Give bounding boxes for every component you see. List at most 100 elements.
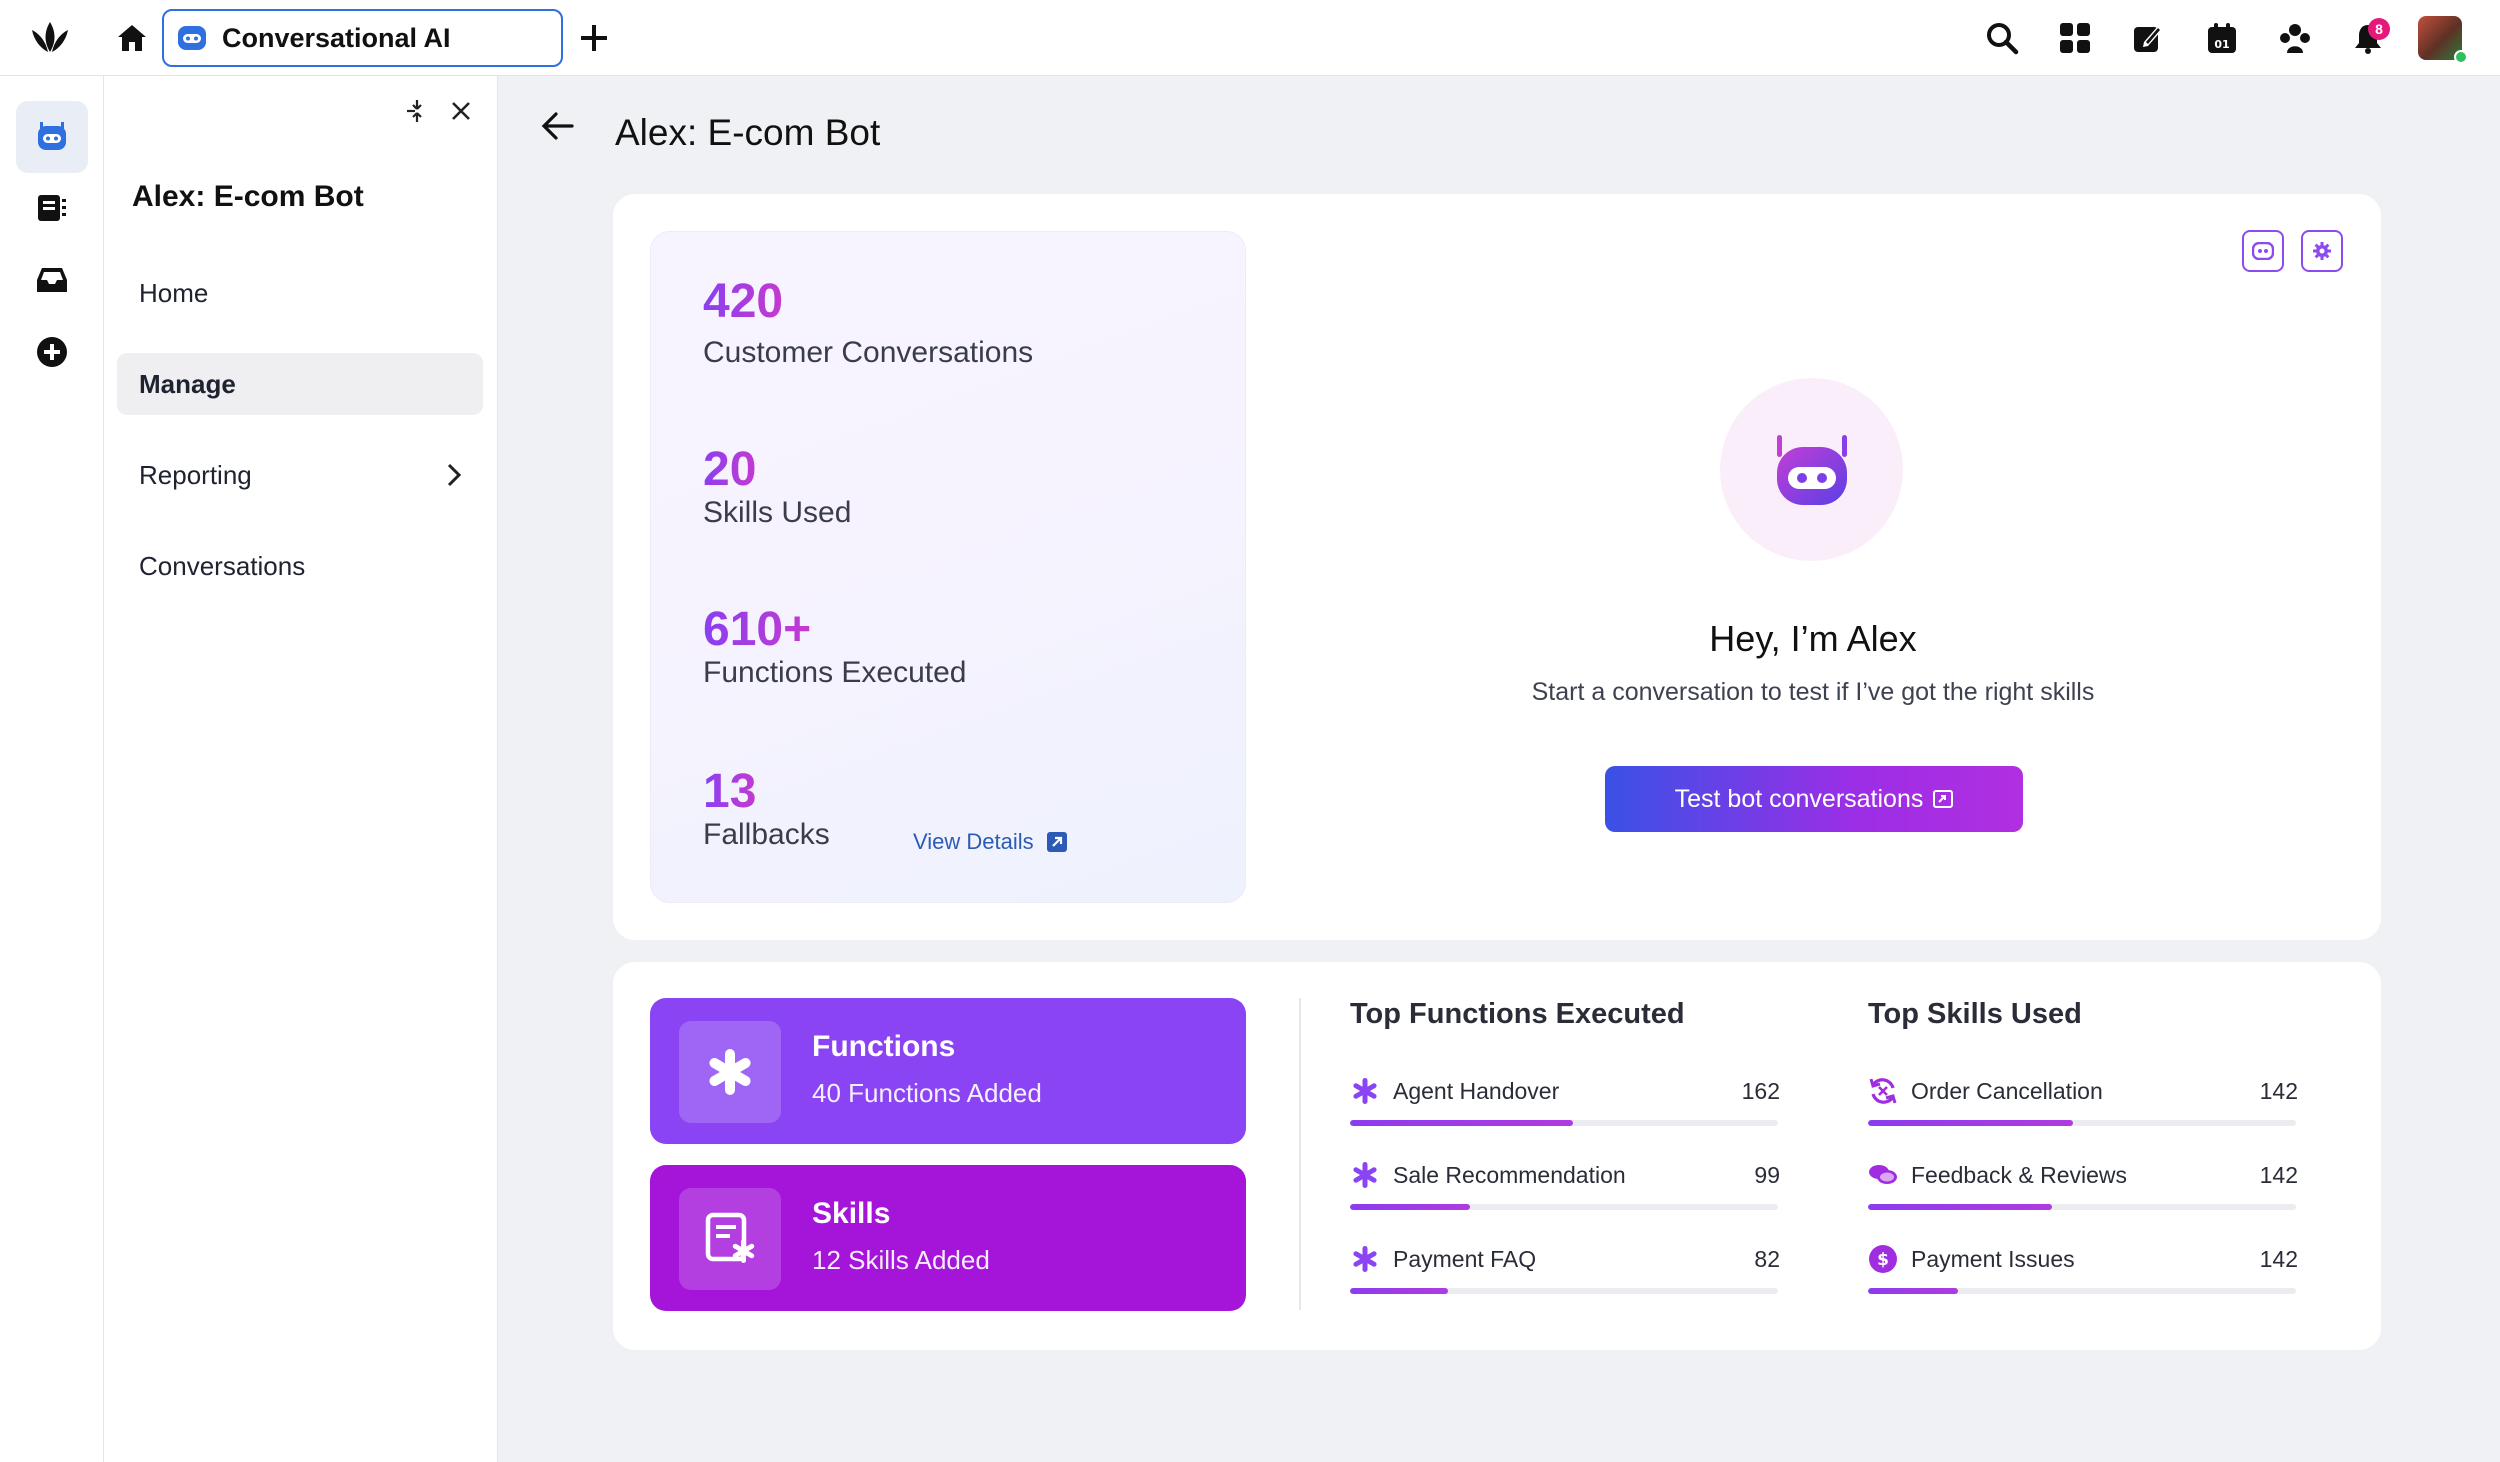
stat-value: 610+ — [703, 603, 812, 656]
list-item[interactable]: Payment FAQ 82 — [1350, 1244, 1780, 1304]
back-arrow-icon[interactable] — [540, 110, 576, 147]
sidenav-item-label: Conversations — [139, 550, 306, 581]
chevron-right-icon — [447, 463, 461, 487]
progress-fill — [1868, 1204, 2053, 1210]
online-status-dot — [2454, 50, 2468, 64]
stat-label: Skills Used — [703, 496, 852, 529]
overview-card: 420 Customer Conversations 20 Skills Use… — [613, 194, 2381, 940]
home-icon[interactable] — [108, 14, 156, 62]
side-nav: Alex: E-com Bot Home Manage Reporting Co… — [104, 76, 498, 1462]
sidenav-item-conversations[interactable]: Conversations — [117, 535, 483, 597]
greeting-title: Hey, I’m Alex — [1709, 618, 1917, 659]
rail-bot[interactable] — [16, 101, 88, 173]
page-title: Alex: E-com Bot — [615, 112, 881, 153]
bot-icon — [178, 26, 206, 50]
bot-icon — [2252, 242, 2274, 260]
bot-icon — [38, 122, 66, 150]
asterisk-icon — [1350, 1076, 1380, 1106]
notification-badge: 8 — [2368, 18, 2390, 40]
list-item-value: 162 — [1741, 1078, 1780, 1104]
list-item[interactable]: Agent Handover 162 — [1350, 1076, 1780, 1136]
list-item-value: 142 — [2259, 1246, 2298, 1272]
list-item-label: Payment Issues — [1911, 1246, 2075, 1272]
stat-value: 20 — [703, 443, 757, 496]
calendar-icon[interactable]: 01 — [2198, 14, 2246, 62]
sidenav-item-label: Home — [139, 277, 209, 308]
capabilities-card: Functions 40 Functions Added Skills 12 S… — [613, 962, 2381, 1350]
functions-card-subtitle: 40 Functions Added — [812, 1078, 1042, 1108]
skills-icon — [679, 1188, 781, 1290]
svg-text:$: $ — [1877, 1250, 1889, 1270]
bot-face-icon — [1776, 434, 1847, 505]
test-bot-button[interactable]: Test bot conversations — [1605, 766, 2023, 832]
stat-label: Fallbacks — [703, 818, 830, 851]
add-tab-icon[interactable] — [570, 14, 618, 62]
list-item[interactable]: $ Payment Issues 142 — [1868, 1244, 2298, 1304]
progress-fill — [1868, 1288, 1958, 1294]
sidenav-title: Alex: E-com Bot — [132, 180, 364, 213]
view-details-link[interactable]: View Details — [913, 829, 1068, 855]
sidenav-item-home[interactable]: Home — [117, 262, 483, 324]
greeting-subtitle: Start a conversation to test if I’ve got… — [1531, 678, 2095, 706]
rail-add[interactable] — [16, 316, 88, 388]
progress-track — [1868, 1288, 2296, 1294]
left-rail — [0, 76, 104, 1462]
bot-settings-button[interactable] — [2301, 230, 2343, 272]
collapse-icon[interactable] — [404, 98, 430, 129]
tab-label: Conversational AI — [222, 22, 451, 53]
test-bot-button-label: Test bot conversations — [1674, 784, 1924, 813]
open-window-icon — [1933, 790, 1954, 808]
stat-value: 420 — [703, 275, 784, 328]
sidenav-item-label: Manage — [139, 368, 236, 399]
stats-panel: 420 Customer Conversations 20 Skills Use… — [650, 231, 1246, 903]
list-item-value: 142 — [2259, 1162, 2298, 1188]
progress-fill — [1350, 1120, 1573, 1126]
progress-fill — [1350, 1288, 1449, 1294]
rail-inbox[interactable] — [16, 244, 88, 316]
top-functions-title: Top Functions Executed — [1350, 998, 1685, 1030]
sidenav-item-manage[interactable]: Manage — [117, 353, 483, 415]
chat-bubbles-icon — [1868, 1160, 1898, 1190]
list-item-label: Payment FAQ — [1393, 1246, 1537, 1272]
progress-fill — [1350, 1204, 1470, 1210]
skills-card-title: Skills — [812, 1197, 891, 1230]
knowledge-book-icon — [38, 195, 66, 221]
skills-card[interactable]: Skills 12 Skills Added — [650, 1165, 1246, 1311]
compose-icon[interactable] — [2124, 14, 2172, 62]
tab-conversational-ai[interactable]: Conversational AI — [162, 9, 563, 67]
progress-fill — [1868, 1120, 2074, 1126]
list-item-label: Sale Recommendation — [1393, 1162, 1626, 1188]
top-skills-title: Top Skills Used — [1868, 998, 2082, 1030]
search-icon[interactable] — [1978, 14, 2026, 62]
list-item-label: Order Cancellation — [1911, 1078, 2103, 1104]
list-item[interactable]: Sale Recommendation 99 — [1350, 1160, 1780, 1220]
skills-card-subtitle: 12 Skills Added — [812, 1245, 990, 1275]
gear-icon — [2313, 242, 2331, 260]
asterisk-icon — [1350, 1244, 1380, 1274]
list-item-label: Feedback & Reviews — [1911, 1162, 2128, 1188]
refresh-cancel-icon — [1868, 1076, 1898, 1106]
list-item[interactable]: Feedback & Reviews 142 — [1868, 1160, 2298, 1220]
list-item-label: Agent Handover — [1393, 1078, 1560, 1104]
svg-text:01: 01 — [2214, 38, 2229, 51]
progress-track — [1350, 1204, 1778, 1210]
asterisk-icon — [679, 1021, 781, 1123]
list-item[interactable]: Order Cancellation 142 — [1868, 1076, 2298, 1136]
top-bar: Conversational AI 01 8 — [0, 0, 2500, 76]
progress-track — [1868, 1120, 2296, 1126]
apps-grid-icon[interactable] — [2051, 14, 2099, 62]
view-details-label: View Details — [913, 829, 1034, 854]
list-item-value: 142 — [2259, 1078, 2298, 1104]
stat-label: Customer Conversations — [703, 336, 1034, 369]
progress-track — [1868, 1204, 2296, 1210]
rail-knowledge-base[interactable] — [16, 172, 88, 244]
sidenav-item-label: Reporting — [139, 459, 252, 490]
bot-avatar — [1720, 378, 1903, 561]
progress-track — [1350, 1288, 1778, 1294]
close-icon[interactable] — [450, 100, 472, 127]
bot-preview-button[interactable] — [2242, 230, 2284, 272]
brand-logo-icon[interactable] — [26, 14, 74, 62]
sidenav-item-reporting[interactable]: Reporting — [117, 444, 483, 506]
functions-card[interactable]: Functions 40 Functions Added — [650, 998, 1246, 1144]
team-icon[interactable] — [2271, 14, 2319, 62]
